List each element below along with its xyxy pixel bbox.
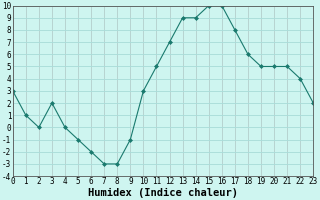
X-axis label: Humidex (Indice chaleur): Humidex (Indice chaleur) — [88, 188, 238, 198]
